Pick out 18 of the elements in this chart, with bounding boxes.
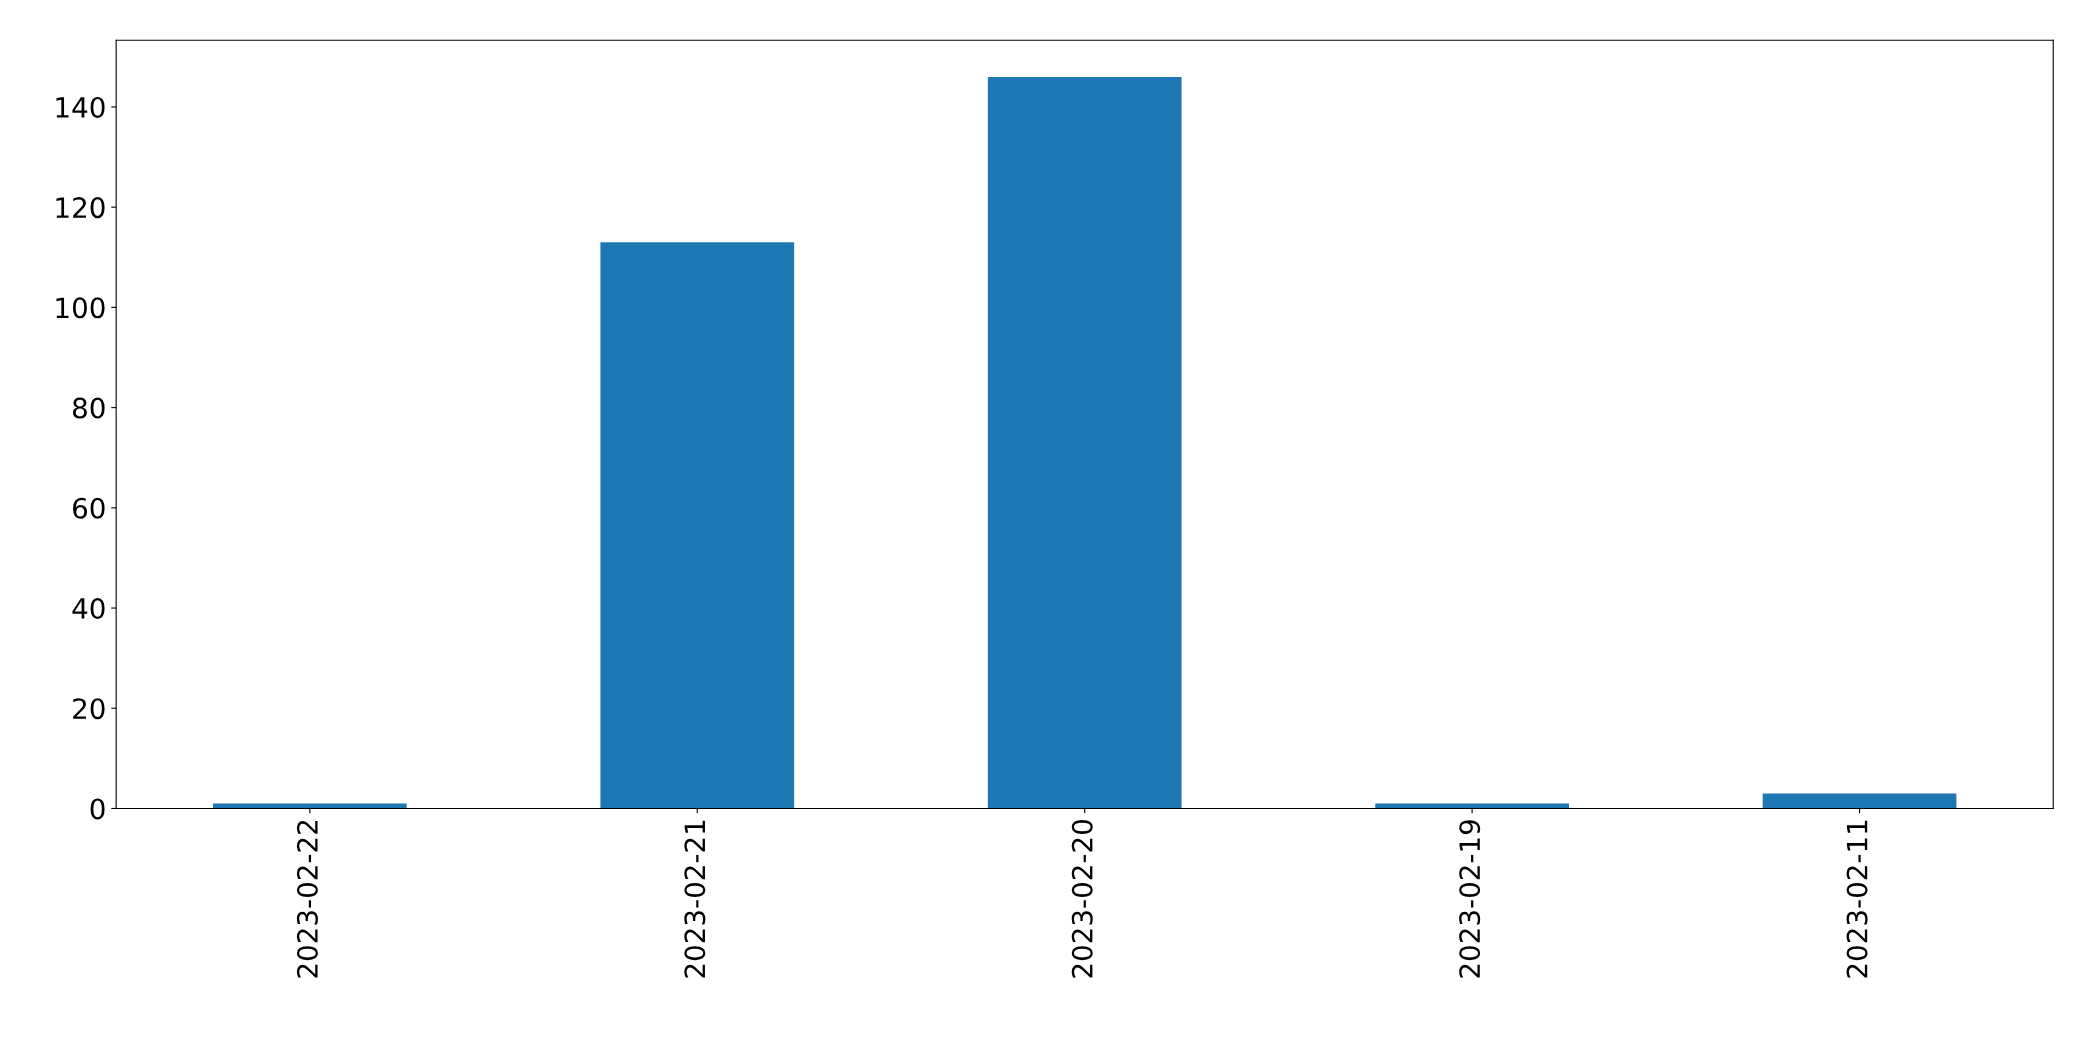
y-tick-label: 140 — [56, 96, 105, 118]
x-tick-label: 2023-02-11 — [1846, 820, 1868, 978]
bar — [600, 242, 795, 809]
y-tick-label: 120 — [56, 197, 105, 219]
y-tick-label: 100 — [56, 297, 105, 319]
x-tick-label: 2023-02-20 — [1071, 820, 1093, 978]
y-tick-label: 0 — [90, 798, 105, 820]
bar — [213, 803, 407, 809]
x-tick-label: 2023-02-19 — [1459, 820, 1481, 978]
y-tick-label: 20 — [73, 698, 105, 720]
y-tick-label: 80 — [72, 397, 105, 419]
bar — [987, 76, 1182, 809]
bar — [1375, 803, 1569, 809]
bar — [1762, 793, 1957, 809]
y-tick-label: 40 — [72, 597, 105, 619]
y-tick-label: 60 — [73, 497, 105, 519]
x-tick-label: 2023-02-21 — [684, 820, 706, 978]
x-tick-label: 2023-02-22 — [296, 820, 318, 978]
